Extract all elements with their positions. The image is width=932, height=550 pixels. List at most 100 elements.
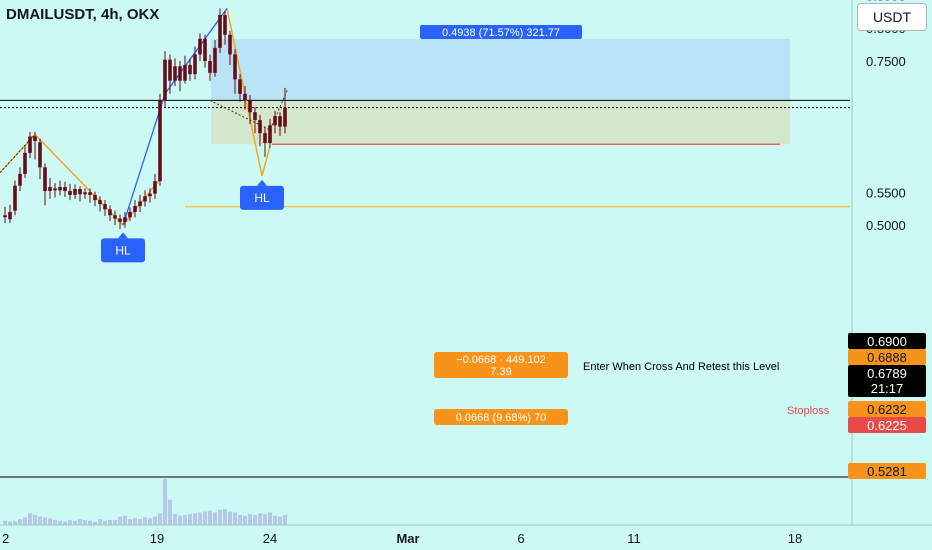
center-label-line2: 7.39 [490,366,511,378]
x-tick-label: 2 [2,531,9,546]
candle-body [188,64,192,75]
candle-body [63,187,67,191]
y-tick-label: 0.5000 [866,218,906,233]
volume-bar [273,515,277,525]
volume-bar [118,516,122,525]
candle-body [163,59,167,101]
center-label-line1: −0.0668 · 449.102 [456,354,546,366]
volume-bar [138,519,142,525]
volume-bar [53,519,57,525]
volume-bar [88,520,92,525]
candle-body [133,206,137,212]
volume-bar [13,521,17,525]
volume-bar [8,521,12,525]
candle-body [113,215,117,219]
volume-bar [243,515,247,525]
volume-bar [228,511,232,525]
stop-zone [211,101,790,145]
volume-bar [23,517,27,525]
candle-body [153,181,157,194]
candle-body [158,100,162,182]
candle-body [83,192,87,195]
candle-body [73,188,77,195]
price-badge-text: 0.5281 [867,464,907,479]
volume-bar [238,514,242,525]
volume-bar [3,520,7,525]
candle-body [128,211,132,218]
candle-body [33,136,37,142]
price-badge-text: 0.6900 [867,334,907,349]
candle-body [238,79,242,94]
volume-bar [128,519,132,525]
center-label-box [434,352,568,378]
candle-body [283,107,287,127]
pattern-label-box [101,238,145,263]
price-badge [848,417,926,433]
candle-body [78,188,82,195]
volume-bar [198,512,202,525]
currency-selector[interactable]: USDT [857,3,927,31]
volume-bar [73,520,77,525]
candle-body [3,215,7,218]
price-badge-text: 0.6232 [867,402,907,417]
volume-bar [148,518,152,525]
candle-body [13,185,17,211]
price-badge [848,333,926,349]
volume-bar [78,519,82,525]
volume-bar [213,512,217,525]
candle-body [208,61,212,73]
volume-bar [278,516,282,525]
volume-bar [253,514,257,525]
volume-bar [38,516,42,525]
volume-bar [113,519,117,525]
candle-body [243,93,247,101]
volume-bar [178,515,182,525]
chart-title: DMAILUSDT, 4h, OKX [6,6,160,23]
pattern-label-box [240,185,284,210]
price-badge [848,401,926,417]
candle-body [203,38,207,61]
price-axis [852,0,932,550]
volume-bar [108,519,112,525]
candle-body [173,66,177,81]
candle-body [28,136,32,153]
candle-body [268,125,272,144]
volume-bar [168,499,172,525]
target-zone [211,39,790,102]
candle-body [258,120,262,134]
target-label-box [420,25,582,39]
stoploss-label: Stoploss [787,405,830,417]
countdown-text: 21:17 [871,381,904,396]
x-tick-label: Mar [396,531,419,546]
price-badge [848,349,926,365]
y-tick-label: 0.8500 [866,0,906,3]
candle-body [143,196,147,202]
volume-bar [163,478,167,525]
volume-bar [268,512,272,525]
candle-body [263,133,267,144]
volume-bar [283,514,287,525]
x-tick-label: 19 [150,531,164,546]
candle-body [273,116,277,126]
x-tick-label: 6 [517,531,524,546]
volume-bar [133,518,137,525]
candle-body [218,15,222,48]
stop-label-box [434,409,568,425]
volume-bar [98,519,102,525]
volume-bar [183,514,187,525]
volume-bar [158,513,162,525]
candle-body [23,152,27,174]
x-tick-label: 24 [263,531,277,546]
candle-body [118,218,122,222]
candle-body [148,193,152,197]
volume-bar [203,511,207,525]
candle-body [108,209,112,216]
stop-label: 0.0668 (9.68%) 70 [456,412,547,424]
candle-body [43,167,47,191]
candle-body [18,173,22,186]
pattern-label-pointer [257,179,267,186]
volume-bar [43,517,47,525]
candle-body [123,217,127,222]
volume-bar [28,513,32,525]
